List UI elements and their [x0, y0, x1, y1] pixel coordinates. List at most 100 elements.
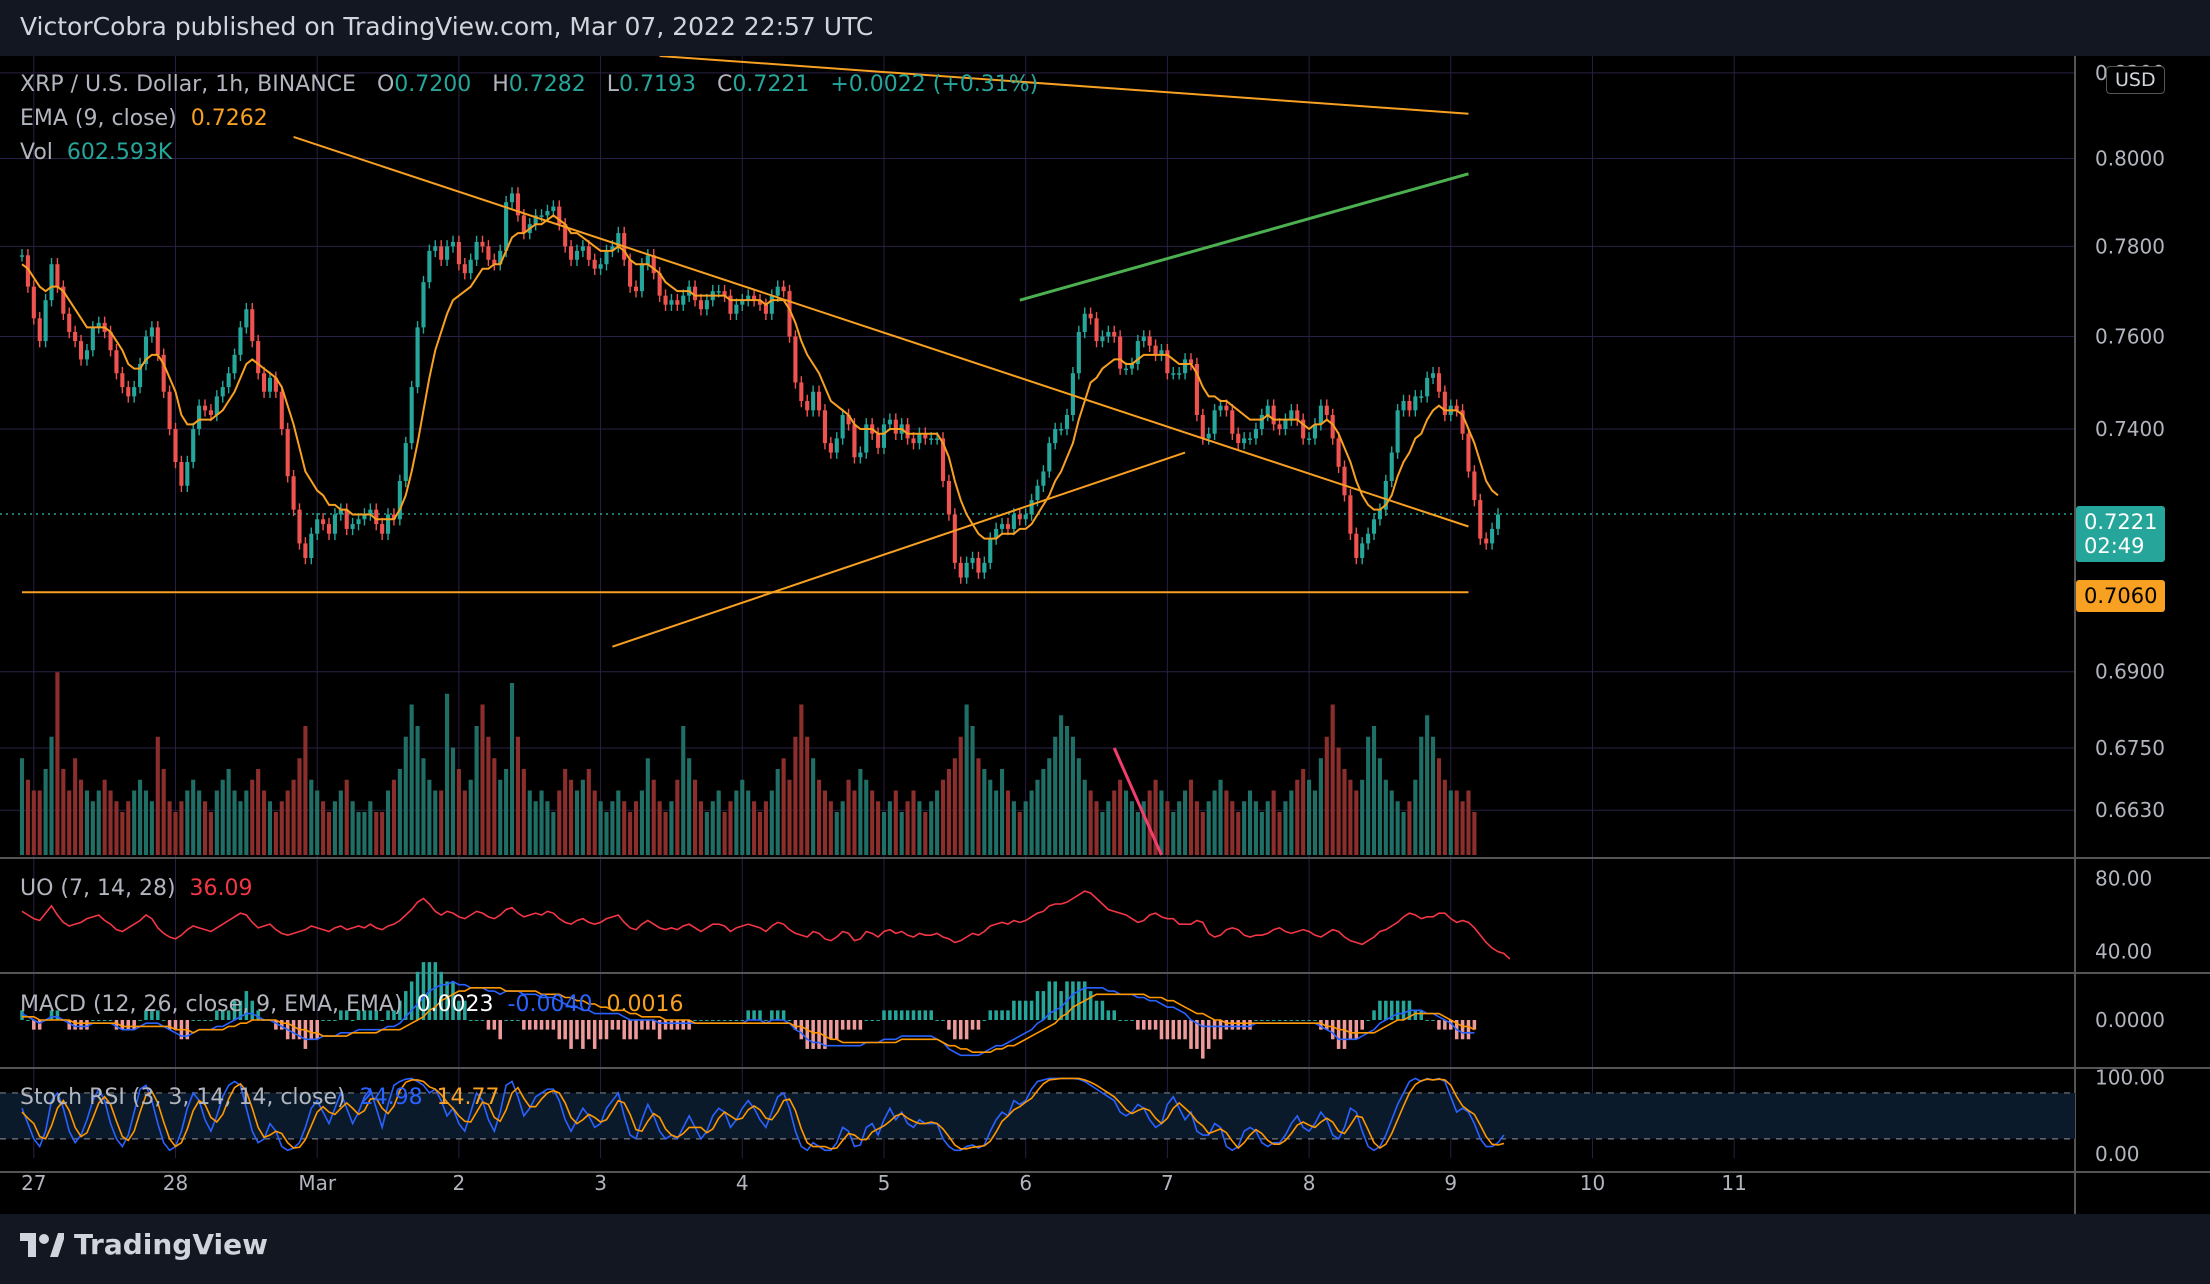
- macd-histogram-bar: [522, 1020, 526, 1030]
- volume-bar: [167, 801, 172, 855]
- volume-bar: [1442, 779, 1447, 855]
- chart[interactable]: 0.82000.80000.78000.76000.74000.69000.67…: [0, 56, 2210, 1214]
- volume-bar: [533, 801, 538, 855]
- descending-trendline: [293, 135, 1469, 528]
- candle-body: [657, 273, 662, 296]
- macd-histogram-bar: [817, 1020, 821, 1049]
- candle-body: [681, 295, 686, 305]
- candle-body: [1342, 466, 1347, 496]
- macd-histogram-bar: [1348, 1020, 1353, 1040]
- macd-histogram-bar: [167, 1020, 172, 1030]
- volume-bar: [256, 769, 261, 855]
- macd-pane: [20, 962, 1477, 1059]
- macd-histogram-bar: [91, 1020, 95, 1021]
- volume-bar: [893, 790, 898, 855]
- candle-body: [793, 336, 798, 383]
- macd-tick-label: 0.0000: [2095, 1008, 2165, 1032]
- candle-body: [380, 524, 385, 534]
- candle-body: [385, 514, 391, 534]
- macd-histogram-bar: [964, 1020, 969, 1040]
- candle-body: [197, 405, 202, 430]
- macd-histogram-bar: [1189, 1020, 1193, 1049]
- macd-histogram-bar: [344, 1010, 349, 1020]
- macd-histogram-bar: [480, 1020, 485, 1021]
- candle-body: [1123, 368, 1129, 371]
- candle-body: [1401, 401, 1406, 411]
- macd-label[interactable]: MACD (12, 26, close, 9, EMA, EMA): [20, 992, 403, 1017]
- macd-histogram-bar: [120, 1020, 125, 1030]
- candle-body: [238, 327, 243, 355]
- tradingview-logo[interactable]: TradingView: [20, 1228, 268, 1261]
- candle-body: [321, 519, 326, 525]
- macd-histogram-bar: [356, 1010, 361, 1020]
- macd-histogram-bar: [463, 1000, 467, 1020]
- price-axis[interactable]: 0.82000.80000.78000.76000.74000.69000.67…: [2095, 61, 2165, 1166]
- candle-body: [669, 300, 674, 305]
- candle-body: [645, 255, 650, 265]
- volume-bar: [1472, 812, 1477, 855]
- open-label: O: [376, 72, 395, 97]
- candle-body: [521, 215, 526, 234]
- volume-bar: [598, 801, 603, 855]
- volume-bar: [250, 779, 255, 855]
- candle-body: [1100, 336, 1105, 342]
- candle-body: [574, 250, 580, 260]
- candle-body: [781, 286, 786, 292]
- candle-body: [1076, 331, 1081, 374]
- macd-histogram-bar: [1437, 1020, 1441, 1030]
- ema-legend: EMA (9, close) 0.7262: [20, 106, 268, 131]
- volume-bar: [1224, 790, 1229, 855]
- candle-body: [273, 377, 278, 392]
- macd-histogram-bar: [37, 1020, 42, 1030]
- macd-histogram-bar: [333, 1020, 337, 1021]
- volume-bar: [1218, 779, 1223, 855]
- uo-label[interactable]: UO (7, 14, 28): [20, 876, 176, 901]
- macd-histogram-bar: [1112, 1010, 1117, 1020]
- macd-histogram-bar: [1100, 1000, 1105, 1020]
- ema-label[interactable]: EMA (9, close): [20, 106, 177, 131]
- candle-body: [1200, 414, 1205, 439]
- macd-histogram-bar: [911, 1010, 916, 1020]
- currency-button[interactable]: USD: [2106, 66, 2165, 94]
- stoch-label[interactable]: Stoch RSI (3, 3, 14, 14, close): [20, 1085, 346, 1110]
- macd-histogram-bar: [1153, 1020, 1158, 1030]
- publisher-header: VictorCobra published on TradingView.com…: [0, 0, 2210, 56]
- time-tick-label: 27: [21, 1171, 46, 1195]
- macd-histogram-bar: [1254, 1020, 1258, 1021]
- volume-bar: [1147, 790, 1152, 855]
- candle-body: [403, 443, 408, 481]
- macd-histogram-bar: [191, 1020, 195, 1021]
- support-price-tag: 0.7060: [2076, 580, 2166, 612]
- volume-bar: [970, 726, 975, 855]
- candle-body: [1490, 528, 1495, 544]
- macd-histogram-bar: [935, 1020, 939, 1021]
- volume-bar: [988, 779, 993, 855]
- macd-histogram-bar: [386, 1010, 390, 1020]
- volume-bar: [1159, 790, 1164, 855]
- candle-body: [1430, 373, 1436, 378]
- macd-histogram-bar: [958, 1020, 963, 1040]
- candle-body: [421, 282, 426, 328]
- candle-body: [1242, 438, 1247, 444]
- macd-histogram-bar: [1342, 1020, 1347, 1049]
- volume-bar: [427, 779, 432, 855]
- candle-body: [1253, 429, 1258, 439]
- vol-label[interactable]: Vol: [20, 140, 53, 165]
- candle-body: [509, 193, 515, 203]
- volume-bar: [25, 779, 30, 855]
- candle-body: [1478, 500, 1483, 539]
- volume-bar: [539, 790, 544, 855]
- macd-histogram-bar: [1271, 1020, 1276, 1021]
- macd-histogram-bar: [132, 1020, 136, 1030]
- candle-body: [539, 215, 544, 217]
- candle-body: [1407, 401, 1412, 411]
- candle-body: [1082, 313, 1087, 332]
- macd-histogram-bar: [415, 971, 420, 1020]
- volume-bar: [1165, 801, 1170, 855]
- time-axis[interactable]: 27 28 Mar 2 3 4 5 6 7 8 9 10 11: [21, 1171, 1747, 1195]
- symbol-label[interactable]: XRP / U.S. Dollar, 1h, BINANCE: [20, 72, 356, 97]
- volume-bar: [976, 758, 981, 855]
- volume-bar: [214, 790, 219, 855]
- candle-body: [185, 462, 190, 486]
- volume-bar: [456, 769, 461, 855]
